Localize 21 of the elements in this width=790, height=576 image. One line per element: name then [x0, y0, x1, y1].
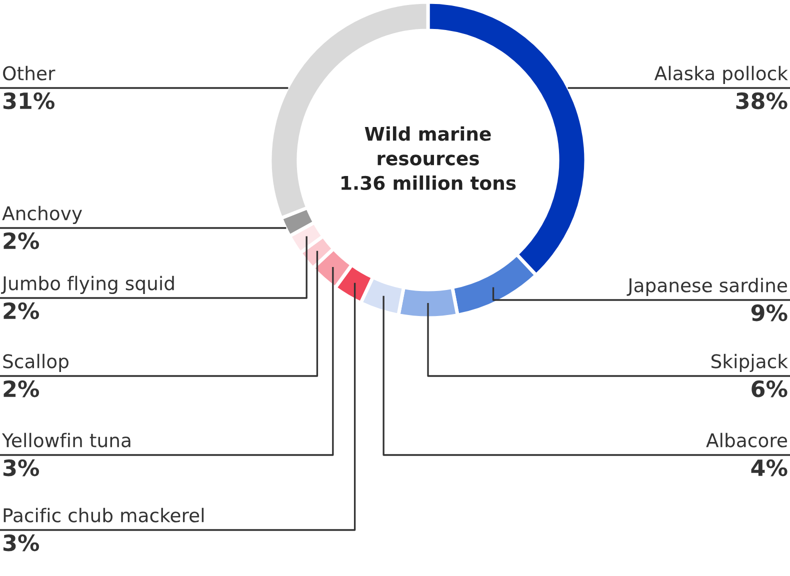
data-label: 2%: [4, 232, 40, 250]
data-label: 9%: [751, 304, 788, 322]
data-label: 31%: [3, 92, 54, 110]
slice-label: Other: [3, 66, 56, 80]
data-label: 3%: [3, 534, 40, 552]
data-label: 3%: [3, 459, 40, 476]
slice-label: Anchovy: [2, 206, 82, 224]
data-label: 2%: [4, 302, 40, 320]
data-label: 2%: [4, 380, 40, 398]
slice-label: Japanese sardine: [626, 278, 787, 296]
slice-label: Skipjack: [711, 354, 788, 372]
data-label: 4%: [751, 459, 788, 476]
data-label: 38%: [736, 92, 788, 110]
slice-label: Yellowfin tuna: [2, 432, 130, 448]
text: Wild marine resources 1.36 million tons: [342, 126, 516, 190]
slice-label: Pacific chub mackerel: [4, 508, 204, 522]
data-label: 6%: [752, 380, 788, 398]
slice-label: Jumbo flying squid: [1, 276, 174, 294]
slice-label: Scallop: [3, 354, 68, 372]
slice-label: Alaska pollock: [654, 66, 788, 84]
slice-label: Albacore: [706, 432, 787, 448]
